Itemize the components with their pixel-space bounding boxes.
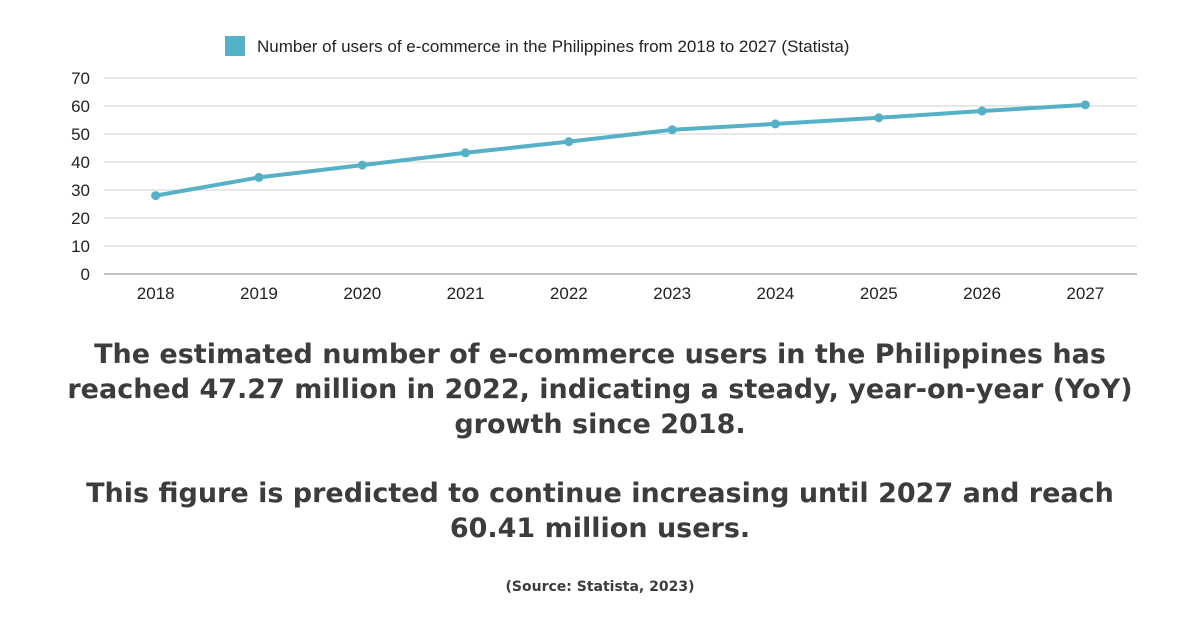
y-tick-label: 50 <box>71 125 90 144</box>
y-axis-ticks: 0 10 20 30 40 50 60 70 <box>71 69 90 284</box>
data-point-2019 <box>254 172 264 182</box>
series-line <box>153 102 1088 198</box>
y-tick-label: 40 <box>71 153 90 172</box>
x-axis-ticks: 2018 2019 2020 2021 2022 2023 2024 2025 2026 2027 <box>137 284 1105 303</box>
y-tick-label: 10 <box>71 237 90 256</box>
caption-primary: The estimated number of e-commerce users… <box>67 339 1133 440</box>
data-point-2022 <box>564 137 574 147</box>
data-point-2018 <box>151 191 161 201</box>
x-tick-label: 2018 <box>137 284 175 303</box>
x-tick-label: 2022 <box>550 284 588 303</box>
caption-secondary: This figure is predicted to continue inc… <box>86 478 1114 544</box>
data-point-2023 <box>667 125 677 135</box>
x-tick-label: 2019 <box>240 284 278 303</box>
x-tick-label: 2020 <box>343 284 381 303</box>
x-tick-label: 2024 <box>757 284 795 303</box>
y-tick-label: 30 <box>71 181 90 200</box>
legend-swatch <box>225 36 245 56</box>
chart-legend: Number of users of e-commerce in the Phi… <box>225 36 849 56</box>
x-tick-label: 2027 <box>1066 284 1104 303</box>
x-tick-label: 2026 <box>963 284 1001 303</box>
legend-label: Number of users of e-commerce in the Phi… <box>257 37 849 56</box>
data-point-2026 <box>977 106 987 116</box>
data-point-2021 <box>461 148 471 158</box>
x-tick-label: 2021 <box>447 284 485 303</box>
data-point-2020 <box>357 160 367 170</box>
y-tick-label: 70 <box>71 69 90 88</box>
data-point-2025 <box>874 113 884 123</box>
source-note: (Source: Statista, 2023) <box>505 579 695 595</box>
data-point-2024 <box>770 119 780 129</box>
data-point-2027 <box>1080 100 1090 110</box>
y-tick-label: 0 <box>81 265 90 284</box>
x-tick-label: 2023 <box>653 284 691 303</box>
series-points <box>151 100 1090 201</box>
x-tick-label: 2025 <box>860 284 898 303</box>
line-chart: Number of users of e-commerce in the Phi… <box>71 36 1137 303</box>
y-tick-label: 20 <box>71 209 90 228</box>
y-tick-label: 60 <box>71 97 90 116</box>
chart-gridlines <box>104 77 1137 247</box>
